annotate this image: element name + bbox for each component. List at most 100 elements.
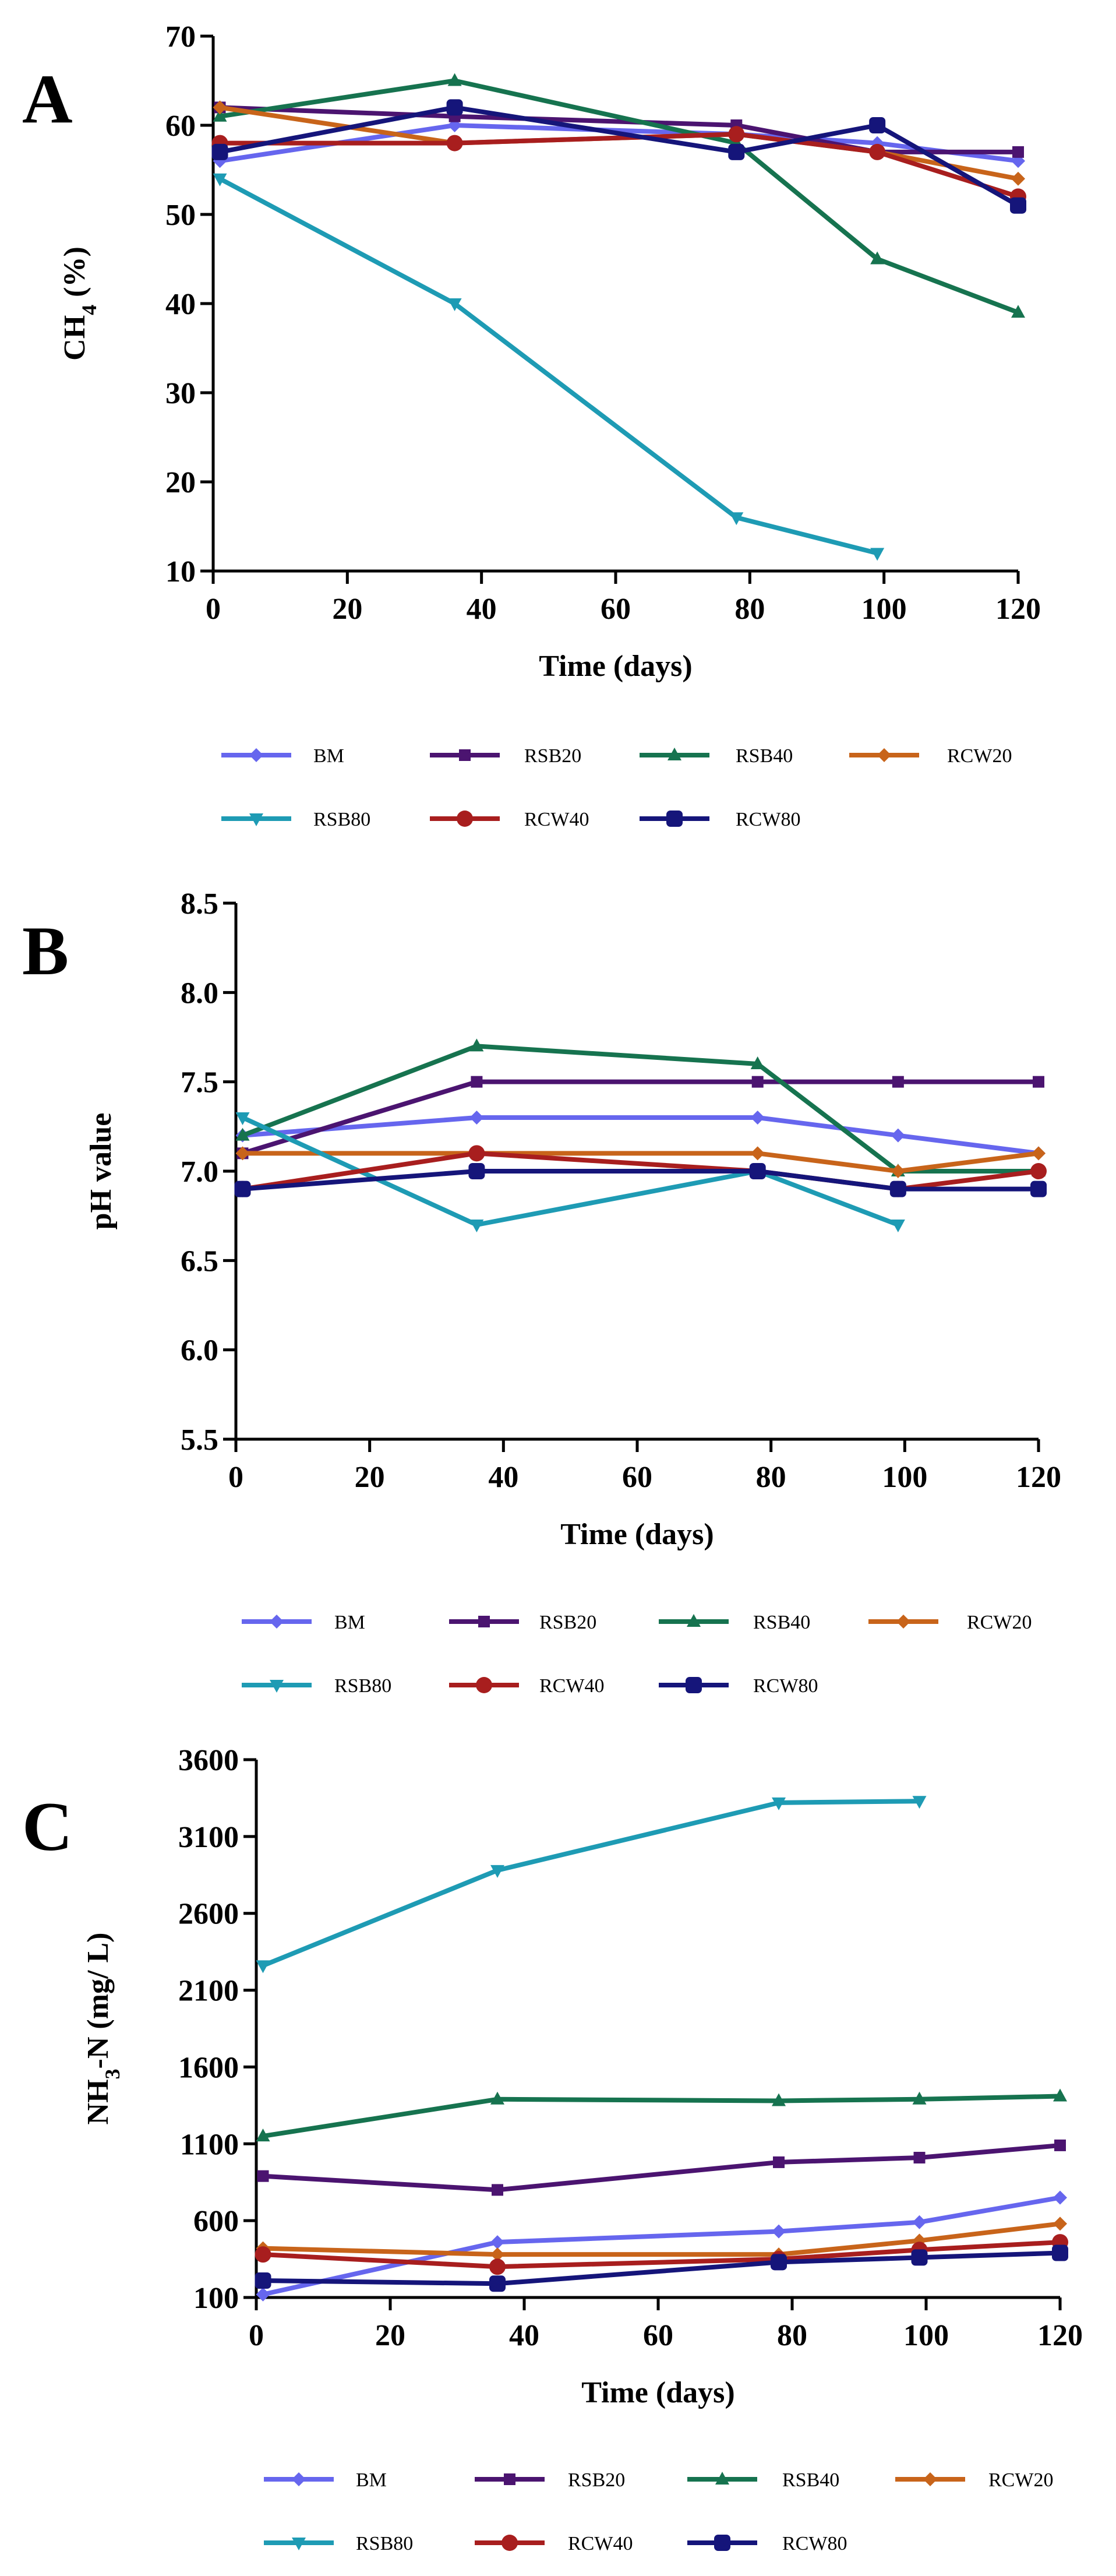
- y-tick-label: 8.5: [181, 887, 218, 921]
- x-tick-label: 80: [756, 1461, 786, 1494]
- legend-label: RSB40: [753, 1612, 810, 1633]
- y-tick-label: 10: [165, 555, 196, 589]
- data-point: [912, 1796, 927, 1809]
- legend-marker: [270, 1680, 284, 1693]
- data-point: [892, 1076, 904, 1088]
- x-tick-label: 100: [861, 593, 907, 626]
- legend-marker: [686, 1677, 702, 1693]
- data-point: [1032, 1146, 1046, 1161]
- x-tick-label: 40: [488, 1461, 518, 1494]
- legend-marker: [687, 1614, 701, 1627]
- x-tick-label: 20: [375, 2319, 405, 2352]
- y-tick-label: 30: [165, 377, 196, 410]
- legend-label: RCW20: [947, 745, 1012, 767]
- x-tick-label: 100: [903, 2319, 949, 2352]
- series-line-bm: [242, 1115, 1039, 1156]
- data-point: [750, 1146, 765, 1161]
- data-point: [749, 1163, 766, 1179]
- data-point: [490, 2247, 504, 2262]
- legend-label: BM: [356, 2469, 387, 2491]
- x-tick-label: 60: [622, 1461, 652, 1494]
- legend-marker: [715, 2472, 729, 2485]
- y-axis-title: pH value: [84, 1113, 118, 1230]
- legend-item-rcw80: RCW80: [659, 1675, 818, 1697]
- data-point: [1053, 2216, 1067, 2231]
- data-point: [256, 2287, 270, 2302]
- legend-label: RCW20: [967, 1612, 1032, 1633]
- x-tick-label: 80: [734, 593, 765, 626]
- x-tick-label: 60: [643, 2319, 673, 2352]
- data-point: [728, 126, 745, 143]
- data-point: [772, 2093, 786, 2106]
- y-tick-label: 8.0: [181, 977, 218, 1010]
- y-tick-label: 2600: [178, 1898, 239, 1931]
- legend-marker: [714, 2535, 730, 2551]
- data-point: [255, 2272, 271, 2289]
- x-tick-label: 0: [206, 593, 221, 626]
- legend-label: RCW20: [988, 2469, 1053, 2491]
- data-point: [469, 1111, 484, 1125]
- data-point: [213, 100, 227, 115]
- data-point: [1052, 2244, 1068, 2261]
- x-axis-title: Time (days): [581, 2376, 734, 2409]
- series-rsb80: [213, 173, 885, 561]
- legend-label: BM: [334, 1612, 365, 1633]
- legend-item-rcw40: RCW40: [449, 1675, 604, 1697]
- legend-item-rsb20: RSB20: [430, 745, 581, 767]
- legend-item-rsb80: RSB80: [242, 1675, 391, 1697]
- data-point: [469, 1038, 484, 1052]
- legend-label: BM: [313, 745, 344, 767]
- y-tick-label: 6.0: [181, 1334, 218, 1368]
- data-point: [490, 2091, 504, 2105]
- data-point: [729, 512, 744, 526]
- legend-label: RSB80: [313, 809, 370, 830]
- legend-label: RCW40: [539, 1675, 604, 1697]
- legend-item-bm: BM: [264, 2469, 387, 2491]
- data-point: [869, 143, 886, 160]
- data-point: [468, 1163, 485, 1179]
- legend-item-rcw80: RCW80: [640, 809, 800, 830]
- legend-item-rsb20: RSB20: [449, 1612, 596, 1633]
- data-point: [771, 2254, 787, 2271]
- legend-marker: [502, 2535, 518, 2551]
- legend-marker: [249, 813, 263, 826]
- legend: BM RSB20 RSB40 RCW20 RSB80 RCW40 RCW80: [264, 2469, 1053, 2554]
- chart-panel-a: A 10 20 30 40 50 60 70 0 20 40 60 80 100 120 Time (days…: [22, 20, 1041, 830]
- data-point: [870, 548, 885, 561]
- legend-label: RCW40: [568, 2533, 633, 2554]
- data-point: [913, 2152, 926, 2164]
- legend-item-rsb80: RSB80: [221, 809, 370, 830]
- data-point: [1010, 197, 1026, 214]
- series-rcw40: [211, 126, 1026, 205]
- y-tick-label: 7.0: [181, 1155, 218, 1189]
- data-point: [750, 1056, 765, 1069]
- panel-letter: C: [22, 1788, 73, 1865]
- series-rsb40: [235, 1038, 1046, 1176]
- legend-marker: [476, 1677, 492, 1693]
- x-tick-label: 120: [1037, 2319, 1083, 2352]
- data-point: [870, 251, 885, 265]
- legend-label: RSB80: [356, 2533, 413, 2554]
- series-line-rsb40: [262, 2094, 1061, 2139]
- legend-item-rcw20: RCW20: [868, 1612, 1032, 1633]
- y-tick-label: 2100: [178, 1975, 239, 2008]
- series-rcw80: [234, 1163, 1047, 1197]
- legend-item-rcw20: RCW20: [849, 745, 1012, 767]
- data-point: [912, 2091, 927, 2105]
- data-point: [891, 1220, 905, 1232]
- y-tick-label: 600: [193, 2205, 239, 2238]
- data-point: [751, 1076, 764, 1088]
- data-point: [255, 2246, 271, 2263]
- y-tick-label: 70: [165, 20, 196, 54]
- data-point: [256, 1960, 270, 1974]
- y-tick-label: 100: [193, 2282, 239, 2315]
- legend-label: RCW80: [736, 809, 800, 830]
- legend-label: RSB80: [334, 1675, 391, 1697]
- data-point: [1053, 2088, 1067, 2102]
- data-point: [471, 1076, 483, 1088]
- data-point: [490, 1865, 504, 1878]
- x-tick-label: 0: [249, 2319, 264, 2352]
- legend-item-bm: BM: [242, 1612, 365, 1633]
- y-tick-label: 20: [165, 466, 196, 499]
- data-point: [211, 143, 228, 160]
